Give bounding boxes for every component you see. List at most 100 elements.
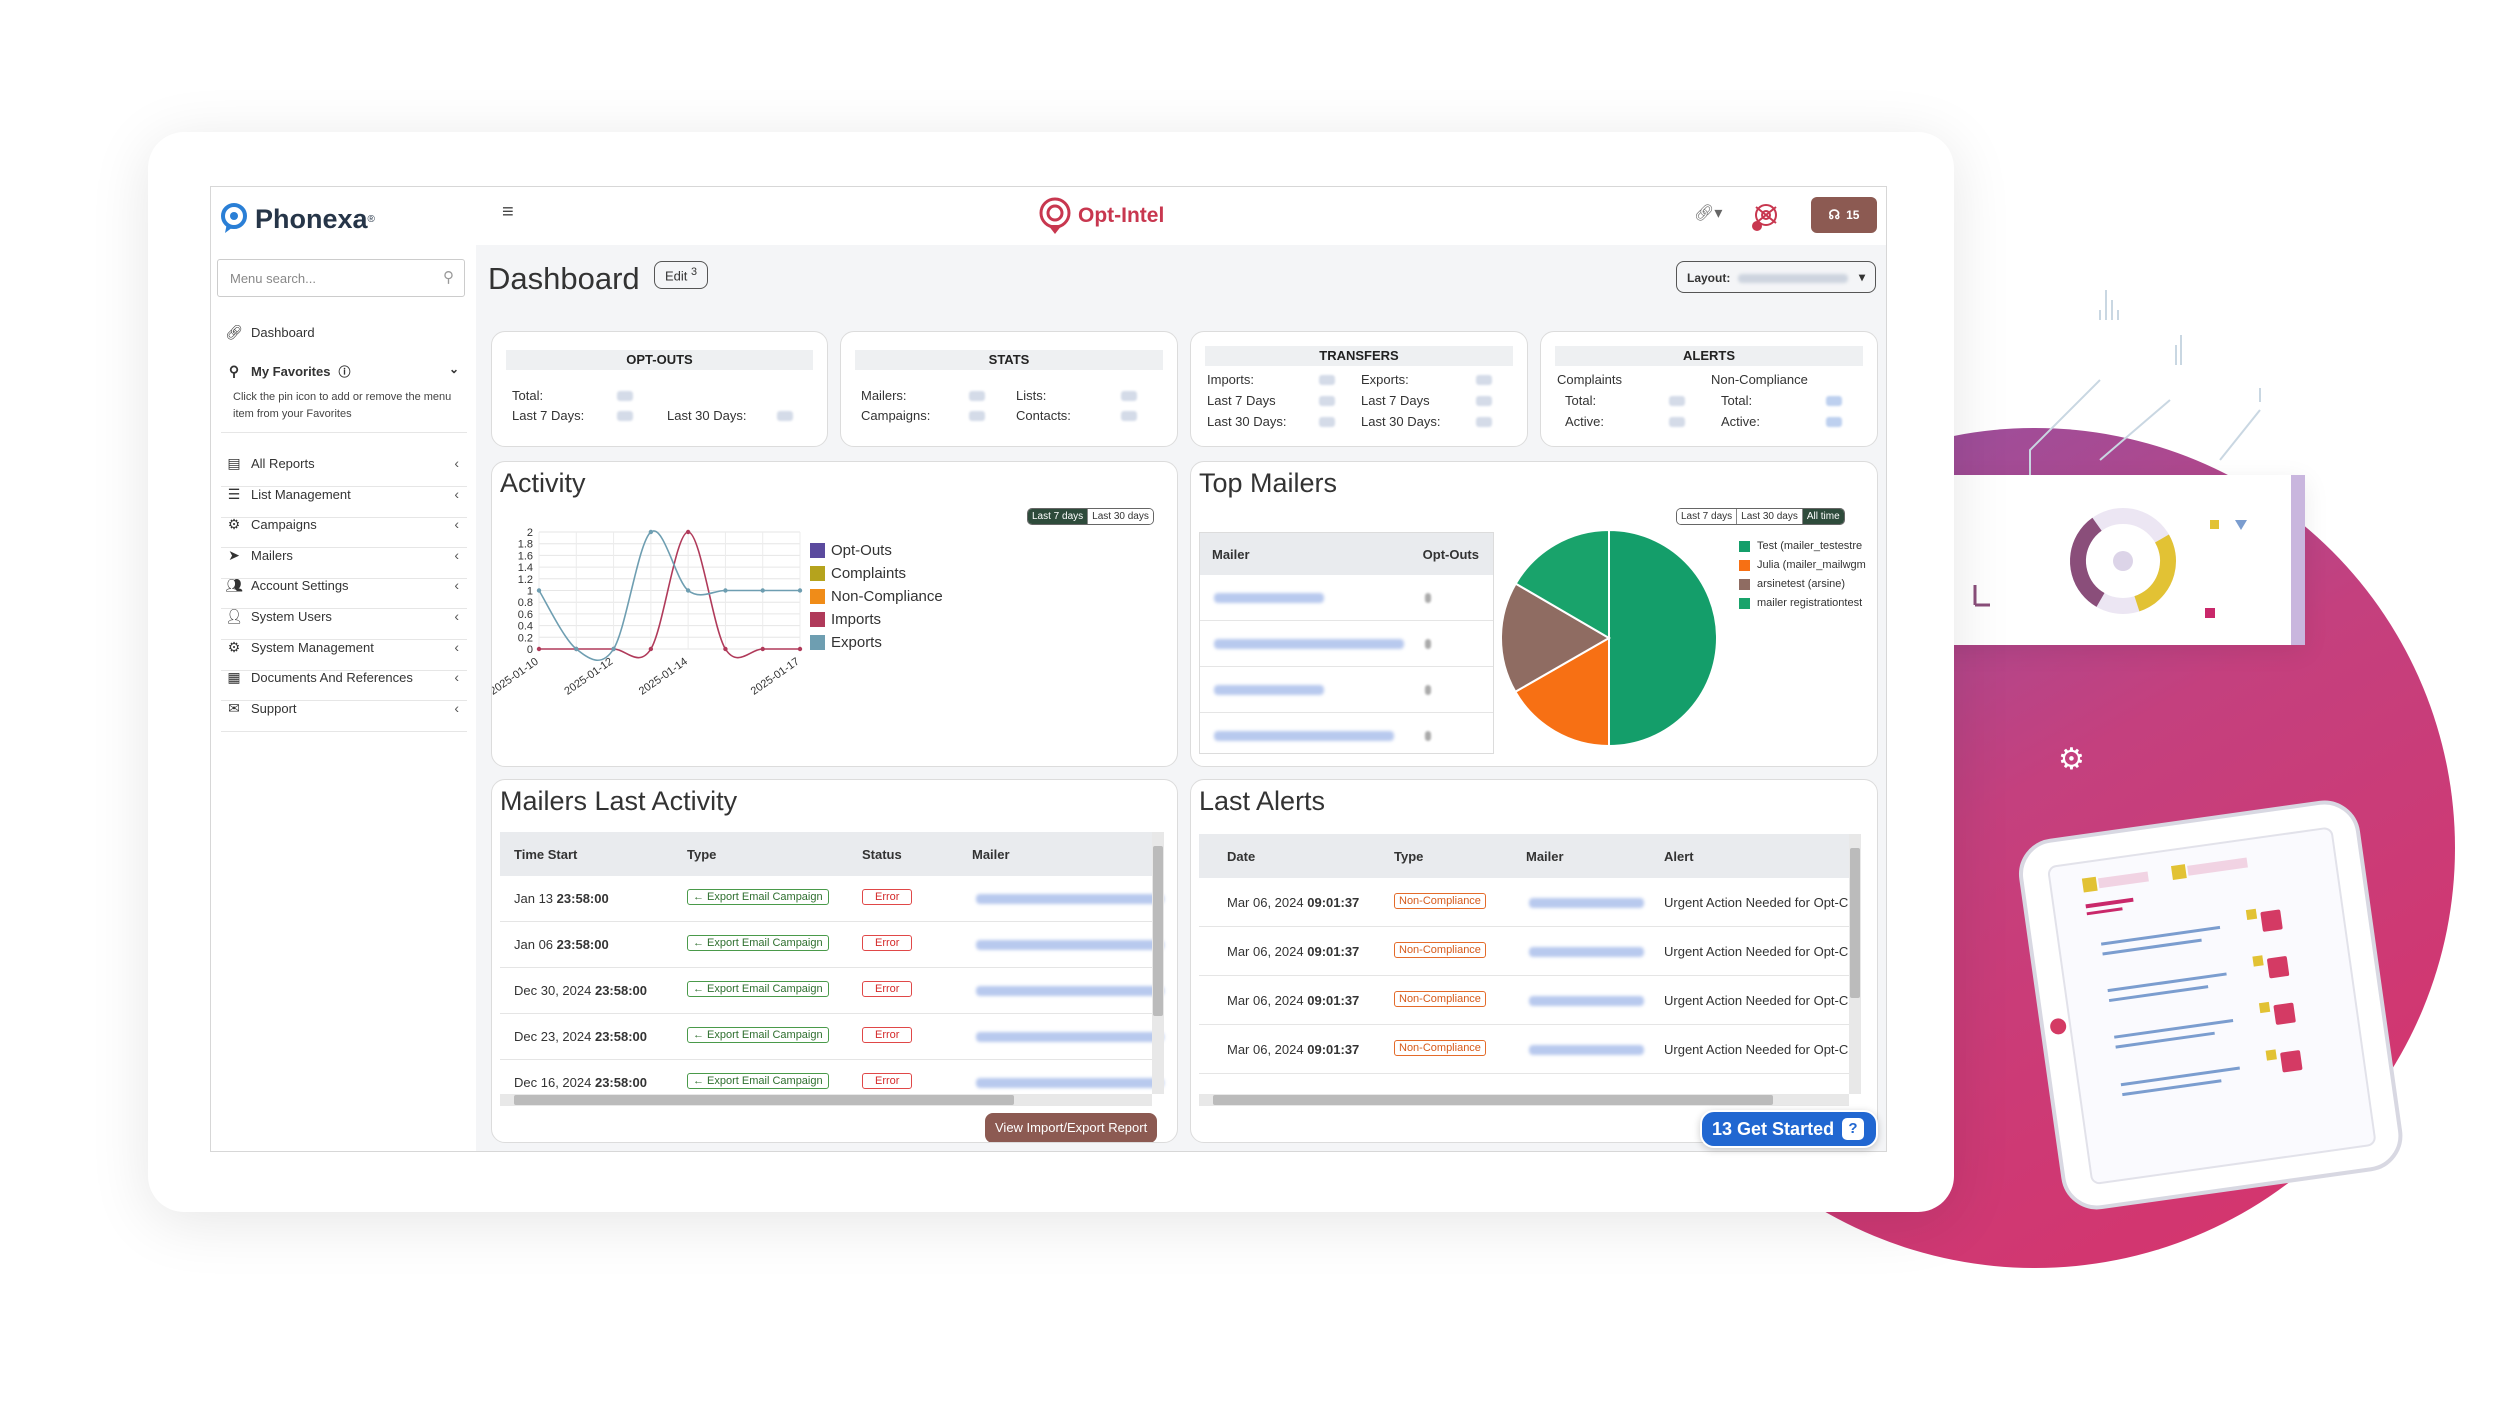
sidebar-item-list-management[interactable]: ☰ List Management ‹	[221, 472, 467, 518]
alerts-title: ALERTS	[1555, 346, 1863, 366]
legend-item[interactable]: Opt-Outs	[810, 542, 892, 559]
redacted-value	[1425, 639, 1431, 649]
data-point	[723, 646, 728, 652]
link-dropdown-icon[interactable]: 🔗︎▾	[1694, 205, 1723, 222]
date-text: Mar 06, 2024	[1227, 944, 1304, 959]
activity-line-chart: 00.20.40.60.811.21.41.61.82 2025-01-10 202…	[492, 527, 803, 698]
brand-logo[interactable]: Phonexa ®	[221, 201, 421, 237]
range-button-last-7-days[interactable]: Last 7 days	[1677, 509, 1738, 524]
optouts-last7-label: Last 7 Days:	[512, 408, 585, 423]
range-button-last-30-days[interactable]: Last 30 days	[1737, 509, 1803, 524]
sidebar: Phonexa ® Menu search... ⚲ 🔗︎ Dashboard ⚲ …	[211, 187, 475, 1151]
optouts-last30-label: Last 30 Days:	[667, 408, 747, 423]
sidebar-item-dashboard[interactable]: 🔗︎ Dashboard	[221, 309, 467, 355]
table-row[interactable]: Mar 06, 2024 09:01:37 Non-Compliance Urgen…	[1199, 1025, 1849, 1074]
sidebar-item-system-users[interactable]: 👤︎ System Users ‹	[221, 594, 467, 640]
alert-text[interactable]: Urgent Action Needed for Opt-C	[1664, 993, 1849, 1008]
product-logo: Opt-Intel	[1038, 197, 1164, 235]
table-row[interactable]: Jan 06 23:58:00 ← Export Email Campaign Er…	[500, 922, 1164, 968]
user-avatar[interactable]	[1748, 199, 1784, 235]
pin-icon: ⚲	[228, 362, 240, 379]
get-started-button[interactable]: 13 Get Started ?	[1700, 1110, 1878, 1148]
dashboard-content: Dashboard Edit 3 Layout: ▾ OPT-OUTS Tota…	[476, 245, 1886, 1151]
sidebar-item-documents-and-references[interactable]: ▦ Documents And References ‹	[221, 655, 467, 702]
column-alert: Alert	[1664, 849, 1694, 864]
type-badge: Non-Compliance	[1394, 942, 1486, 958]
table-row[interactable]	[1200, 713, 1493, 759]
range-button-all-time[interactable]: All time	[1802, 509, 1844, 524]
alert-text[interactable]: Urgent Action Needed for Opt-C	[1664, 944, 1849, 959]
view-import-export-report-button[interactable]: View Import/Export Report	[985, 1113, 1158, 1142]
pie-legend-item[interactable]: mailer registrationtest	[1739, 597, 1862, 609]
legend-swatch	[1739, 597, 1750, 609]
mailer-link-redacted[interactable]	[976, 1078, 1164, 1088]
legend-item[interactable]: Complaints	[810, 565, 906, 582]
menu-search-input[interactable]: Menu search... ⚲	[217, 259, 465, 297]
caret-down-icon: ▾	[1858, 270, 1865, 284]
last-alerts-horizontal-scrollbar[interactable]	[1199, 1094, 1849, 1106]
edit-layout-button[interactable]: Edit 3	[654, 261, 709, 289]
table-row[interactable]: Dec 30, 2024 23:58:00 ← Export Email Camp…	[500, 968, 1164, 1014]
pie-legend-item[interactable]: arsinetest (arsine)	[1739, 578, 1845, 590]
type-badge: ← Export Email Campaign	[687, 1027, 829, 1043]
chevron-left-icon: ‹	[454, 546, 459, 563]
optouts-title: OPT-OUTS	[506, 350, 813, 370]
date-cell: Mar 06, 2024 09:01:37	[1227, 993, 1359, 1008]
mailer-link-redacted[interactable]	[1214, 639, 1404, 649]
mailer-link-redacted[interactable]	[1529, 947, 1644, 957]
support-button[interactable]: ☊ 15	[1811, 197, 1877, 233]
mailer-link-redacted[interactable]	[976, 940, 1164, 950]
pie-legend-item[interactable]: Test (mailer_testestre	[1739, 540, 1862, 552]
redacted-value	[777, 411, 793, 421]
legend-item[interactable]: Exports	[810, 634, 882, 651]
sidebar-item-mailers[interactable]: ➤ Mailers ‹	[221, 533, 467, 579]
legend-item[interactable]: Imports	[810, 611, 881, 628]
sidebar-favorites[interactable]: ⚲ My Favorites ⓘ ⌄ Click the pin icon to…	[221, 359, 467, 433]
user-icon: 👤︎	[225, 608, 243, 624]
mailer-link-redacted[interactable]	[1529, 1045, 1644, 1055]
pie-legend-item[interactable]: Julia (mailer_mailwgm	[1739, 559, 1866, 571]
mailers-activity-vertical-scrollbar[interactable]	[1152, 832, 1164, 1094]
mailer-link-redacted[interactable]	[1529, 898, 1644, 908]
mailer-link-redacted[interactable]	[1529, 996, 1644, 1006]
table-row[interactable]: Mar 06, 2024 09:01:37 Non-Compliance Urgen…	[1199, 927, 1849, 976]
sidebar-item-label: Dashboard	[251, 324, 315, 340]
sidebar-item-account-settings[interactable]: 👥︎ Account Settings ‹	[221, 563, 467, 610]
sidebar-item-all-reports[interactable]: ▤ All Reports ‹	[221, 441, 467, 487]
sidebar-item-label: All Reports	[251, 456, 315, 471]
table-row[interactable]: Mar 06, 2024 09:01:37 Non-Compliance Urgen…	[1199, 878, 1849, 927]
table-row[interactable]: Jan 13 23:58:00 ← Export Email Campaign Er…	[500, 876, 1164, 922]
sidebar-item-system-management[interactable]: ⚙ System Management ‹	[221, 625, 467, 671]
table-row[interactable]: Dec 23, 2024 23:58:00 ← Export Email Camp…	[500, 1014, 1164, 1060]
transfers-last7-label: Last 7 Days	[1207, 393, 1276, 408]
mailer-link-redacted[interactable]	[976, 986, 1164, 996]
time-text: 23:58:00	[556, 891, 609, 906]
hamburger-menu-icon[interactable]: ≡	[502, 201, 514, 223]
sidebar-item-support[interactable]: ✉ Support ‹	[221, 686, 467, 732]
layout-select[interactable]: Layout: ▾	[1676, 261, 1876, 293]
table-row[interactable]	[1200, 667, 1493, 713]
legend-item[interactable]: Non-Compliance	[810, 588, 943, 605]
transfers-panel: TRANSFERS Imports: Last 7 Days Last 30 D…	[1190, 331, 1528, 447]
range-button-last-7-days[interactable]: Last 7 days	[1028, 509, 1089, 524]
table-row[interactable]: Mar 06, 2024 09:01:37 Non-Compliance Urgen…	[1199, 976, 1849, 1025]
chevron-left-icon: ‹	[454, 577, 459, 594]
mailer-link-redacted[interactable]	[1214, 593, 1324, 603]
sidebar-item-campaigns[interactable]: ⚙ Campaigns ‹	[221, 502, 467, 549]
table-row[interactable]	[1200, 575, 1493, 621]
mailers-activity-horizontal-scrollbar[interactable]	[500, 1094, 1152, 1106]
range-button-last-30-days[interactable]: Last 30 days	[1088, 509, 1153, 524]
mailer-link-redacted[interactable]	[976, 894, 1164, 904]
alert-text[interactable]: Urgent Action Needed for Opt-C	[1664, 1042, 1849, 1057]
redacted-value	[969, 391, 985, 401]
mailer-link-redacted[interactable]	[1214, 731, 1394, 741]
chevron-down-icon[interactable]: ⌄	[448, 362, 459, 376]
mailer-link-redacted[interactable]	[1214, 685, 1324, 695]
date-cell: Mar 06, 2024 09:01:37	[1227, 895, 1359, 910]
table-row[interactable]	[1200, 621, 1493, 667]
last-alerts-vertical-scrollbar[interactable]	[1849, 834, 1861, 1094]
get-started-count: 13	[1712, 1118, 1733, 1139]
mailer-link-redacted[interactable]	[976, 1032, 1164, 1042]
activity-title: Activity	[500, 468, 586, 498]
alert-text[interactable]: Urgent Action Needed for Opt-C	[1664, 895, 1849, 910]
